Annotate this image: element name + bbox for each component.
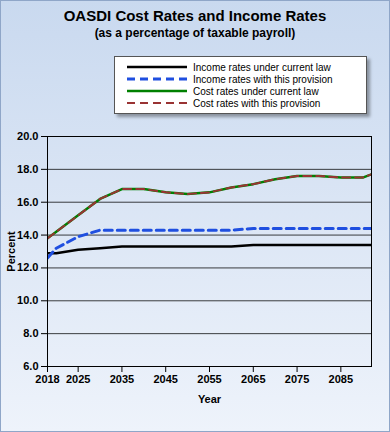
svg-text:14.0: 14.0 <box>17 229 38 241</box>
html-text:Cost rates under current law: Cost rates under current law <box>193 85 319 97</box>
svg-text:18.0: 18.0 <box>17 163 38 175</box>
svg-text:16.0: 16.0 <box>17 196 38 208</box>
svg-text:6.0: 6.0 <box>23 360 38 372</box>
html-text:Income rates with this provisi: Income rates with this provision <box>193 73 333 85</box>
svg-text:2018: 2018 <box>35 373 59 385</box>
html-text:Income rates under current law: Income rates under current law <box>193 61 331 73</box>
svg-text:2055: 2055 <box>197 373 221 385</box>
svg-text:10.0: 10.0 <box>17 294 38 306</box>
svg-text:12.0: 12.0 <box>17 261 38 273</box>
svg-text:Percent: Percent <box>5 231 17 272</box>
html-text:OASDI Cost Rates and Income Ra: OASDI Cost Rates and Income Rates <box>63 7 327 24</box>
svg-text:8.0: 8.0 <box>23 327 38 339</box>
svg-text:Year: Year <box>198 393 222 405</box>
svg-text:2025: 2025 <box>66 373 90 385</box>
svg-text:2035: 2035 <box>110 373 134 385</box>
svg-text:2085: 2085 <box>329 373 353 385</box>
svg-text:2065: 2065 <box>241 373 265 385</box>
html-text:(as a percentage of taxable pa: (as a percentage of taxable payroll) <box>94 26 296 40</box>
svg-text:20.0: 20.0 <box>17 130 38 142</box>
svg-text:2045: 2045 <box>153 373 177 385</box>
html-text:Cost rates with this provision: Cost rates with this provision <box>193 97 321 109</box>
svg-text:2075: 2075 <box>285 373 309 385</box>
